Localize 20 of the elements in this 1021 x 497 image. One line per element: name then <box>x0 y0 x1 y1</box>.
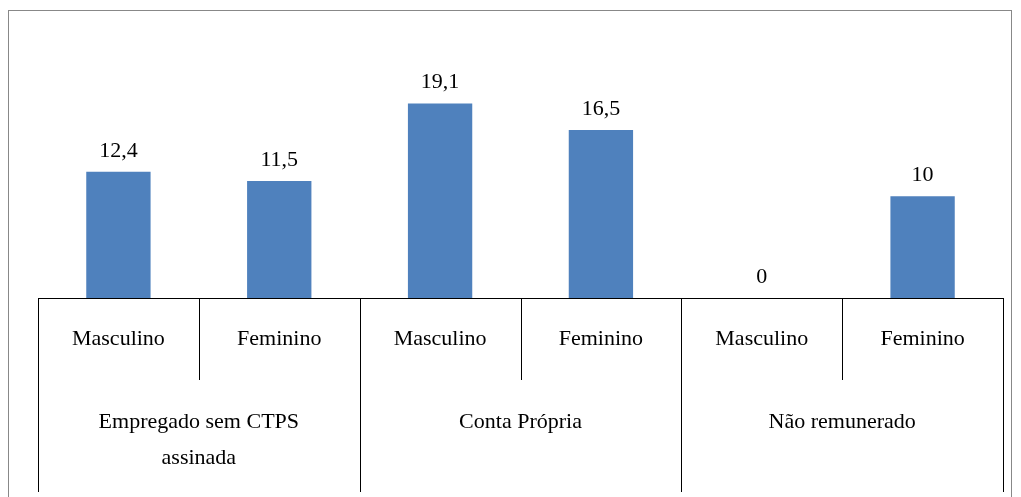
text: Não remunerado <box>768 407 916 433</box>
data-label: 19,1 <box>420 68 460 94</box>
text: Conta Própria <box>459 407 583 433</box>
bar <box>86 171 151 298</box>
x-tick-label: Feminino <box>558 324 644 350</box>
data-label: 16,5 <box>581 94 621 120</box>
bar <box>407 103 473 298</box>
data-label: 10 <box>911 161 934 186</box>
bar <box>568 130 634 298</box>
data-label: 0 <box>756 262 768 288</box>
text: Empregado sem CTPS assinada <box>98 407 300 469</box>
x-tick-label: Masculino <box>715 324 809 350</box>
data-label: 11,5 <box>260 145 299 171</box>
x-tick-label: Feminino <box>880 324 965 350</box>
data-label: 12,4 <box>99 136 138 162</box>
x-tick-label: Masculino <box>393 324 487 350</box>
bar <box>247 180 312 298</box>
x-tick-label: Masculino <box>71 324 165 350</box>
x-tick-label: Feminino <box>237 324 322 350</box>
bar <box>890 196 955 298</box>
